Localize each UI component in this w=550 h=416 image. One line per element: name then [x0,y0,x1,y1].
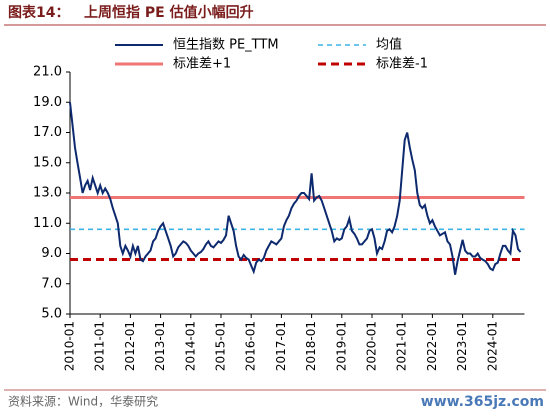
watermark: www.365jz.com [421,394,544,410]
y-tick-label: 15.0 [33,155,62,170]
x-tick-label: 2018-01 [304,321,318,371]
x-tick-label: 2012-01 [123,321,137,371]
x-tick-label: 2013-01 [153,321,167,371]
x-tick-label: 2011-01 [93,321,107,371]
source: 资料来源：Wind，华泰研究 [8,394,158,409]
y-tick-label: 5.0 [41,307,62,322]
x-tick-label: 2016-01 [244,321,258,371]
legend-label: 标准差-1 [376,57,428,72]
x-tick-label: 2019-01 [334,321,348,371]
x-tick-label: 2020-01 [365,321,379,371]
x-tick-label: 2023-01 [455,321,469,371]
x-tick-label: 2021-01 [395,321,409,371]
x-tick-label: 2017-01 [274,321,288,371]
x-tick-label: 2024-01 [485,321,499,371]
y-tick-label: 19.0 [33,95,62,110]
legend-label: 均值 [376,37,402,53]
legend-label: 恒生指数 PE_TTM [173,38,279,53]
y-tick-label: 13.0 [33,186,62,201]
y-tick-label: 9.0 [41,246,62,261]
title-prefix: 图表14： [8,4,69,21]
series-line [69,102,522,275]
chart-title: 上周恒指 PE 估值小幅回升 [84,4,254,21]
x-tick-label: 2022-01 [425,321,439,371]
y-tick-label: 11.0 [33,216,62,231]
legend-label: 标准差+1 [173,57,231,72]
x-tick-label: 2010-01 [63,321,77,371]
y-tick-label: 17.0 [33,125,62,140]
y-tick-label: 7.0 [41,276,62,291]
x-tick-label: 2015-01 [214,321,228,371]
y-tick-label: 21.0 [33,65,62,80]
x-tick-label: 2014-01 [183,321,197,371]
